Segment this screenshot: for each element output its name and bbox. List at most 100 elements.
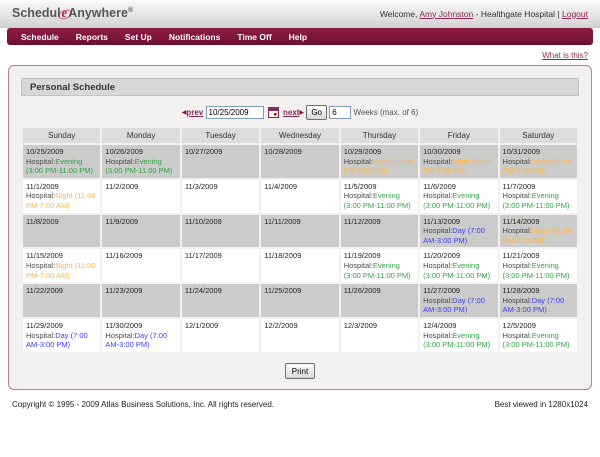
shift-entry: Hospital:Evening (3:00 PM-11:00 PM) [423,330,491,350]
shift-entry: Hospital:Evening (3:00 PM-11:00 PM) [343,260,411,280]
nav-item-help[interactable]: Help [288,31,308,42]
day-cell: 10/27/2009 [181,145,260,178]
main-nav: Schedule Reports Set Up Notifications Time O… [7,28,593,45]
day-cell: 11/5/2009 Hospital:Evening (3:00 PM-11:00… [340,179,419,213]
day-cell: 11/6/2009 Hospital:Evening (3:00 PM-11:00… [420,179,498,213]
print-row: Print [21,361,579,380]
nav-item-time-off[interactable]: Time Off [237,31,272,42]
cell-date: 11/24/2009 [184,286,222,296]
cell-date: 11/2/2009 [105,181,139,191]
cell-date: 12/1/2009 [184,320,219,330]
shift-entry: Hospital:Day (7:00 AM-3:00 PM) [423,226,485,245]
day-cell: 11/13/2009 Hospital:Day (7:00 AM-3:00 PM) [420,214,498,248]
day-cell: 10/26/2009 Hospital:Evening (3:00 PM-11:0… [102,145,180,178]
shift-entry: Hospital:Night (11:00 PM-7:00 AM) [502,156,573,176]
help-row: What is this? [12,51,588,60]
cell-date: 10/29/2009 [343,147,382,156]
shift-entry: Hospital:Evening (3:00 PM-11:00 PM) [423,191,491,210]
day-cell: 11/29/2009 Hospital:Day (7:00 AM-3:00 PM) [23,318,101,352]
day-header-friday: Friday [420,128,498,143]
cell-date: 11/14/2009 [502,216,540,226]
day-cell: 11/16/2009 [102,249,180,283]
day-cell: 11/1/2009 Hospital:Night (11:00 PM-7:00 A… [23,179,101,213]
day-cell: 12/4/2009 Hospital:Evening (3:00 PM-11:00… [420,318,498,352]
logo-part1: Schedul [12,6,61,20]
day-cell: 11/15/2009 Hospital:Night (11:00 PM-7:00 … [23,249,101,283]
day-cell: 11/9/2009 [102,214,180,248]
logout-link[interactable]: Logout [562,8,588,19]
weeks-caption: Weeks (max. of 6) [353,108,419,117]
day-header-monday: Monday [102,128,180,143]
week-row: 11/15/2009 Hospital:Night (11:00 PM-7:00 … [23,249,577,283]
day-cell: 11/4/2009 [261,179,339,213]
day-cell: 11/2/2009 [102,179,180,213]
shift-entry: Hospital:Day (7:00 AM-3:00 PM) [423,295,485,315]
day-cell: 11/26/2009 [340,284,419,317]
calendar-body: 10/25/2009 Hospital:Evening (3:00 PM-11:0… [23,145,577,352]
shift-entry: Hospital:Day (7:00 AM-3:00 PM) [105,330,168,350]
day-cell: 12/2/2009 [261,318,339,352]
calendar-picker-icon[interactable] [267,107,279,118]
cell-date: 11/29/2009 [26,320,63,330]
day-cell: 11/17/2009 [181,249,260,283]
day-header-saturday: Saturday [499,128,577,143]
week-row: 10/25/2009 Hospital:Evening (3:00 PM-11:0… [23,145,577,178]
cell-date: 11/23/2009 [105,286,143,296]
what-is-this-link[interactable]: What is this? [542,51,588,60]
user-profile-link[interactable]: Amy Johnston [419,8,474,19]
registered-mark: ® [127,6,134,14]
cell-date: 11/7/2009 [502,181,536,191]
prev-arrow-icon[interactable]: ◀ [181,110,187,116]
day-cell: 11/14/2009 Hospital:Night (11:00 PM-7:00 … [499,214,577,248]
cell-date: 10/31/2009 [502,147,541,156]
day-cell: 11/21/2009 Hospital:Evening (3:00 PM-11:0… [499,249,577,283]
weeks-input[interactable] [329,106,352,119]
cell-date: 11/9/2009 [105,216,139,226]
next-arrow-icon[interactable]: ▶ [299,110,305,116]
footer: Copyright © 1995 - 2009 Atlas Business S… [12,400,588,409]
cell-date: 11/21/2009 [502,251,540,261]
prev-link[interactable]: prev [186,108,204,117]
cell-date: 11/19/2009 [343,251,381,261]
shift-entry: Hospital:Night (11:00 PM-7:00 AM) [26,191,96,210]
day-cell: 10/29/2009 Hospital:Night (11:00 PM-7:00 … [340,145,419,178]
logo-part2: Anywhere [68,6,128,20]
print-button[interactable]: Print [284,363,316,380]
date-input[interactable] [205,106,264,119]
nav-item-notifications[interactable]: Notifications [168,31,221,42]
day-cell: 11/18/2009 [261,249,339,283]
day-header-thursday: Thursday [340,128,419,143]
cell-date: 11/13/2009 [423,216,461,226]
next-link[interactable]: next [283,108,300,117]
day-cell: 11/22/2009 [23,284,101,317]
nav-item-set-up[interactable]: Set Up [124,31,152,42]
cell-date: 11/15/2009 [26,251,63,261]
cell-date: 12/2/2009 [264,320,298,330]
cell-date: 11/8/2009 [26,216,59,226]
cell-date: 11/6/2009 [423,181,456,191]
day-cell: 12/3/2009 [340,318,419,352]
day-cell: 11/10/2009 [181,214,260,248]
cell-date: 11/26/2009 [343,286,381,296]
shift-entry: Hospital:Night (11:00 PM-7:00 AM) [26,260,96,280]
nav-item-schedule[interactable]: Schedule [21,31,59,42]
cell-date: 11/1/2009 [26,181,59,191]
cell-date: 10/27/2009 [184,147,223,156]
cell-date: 11/18/2009 [264,251,302,261]
go-button[interactable]: Go [306,105,327,120]
app-logo: ScheduleAnywhere® [12,6,133,21]
org-text: - Healthgate Hospital [475,8,556,19]
nav-item-reports[interactable]: Reports [75,31,108,42]
day-cell: 11/20/2009 Hospital:Evening (3:00 PM-11:0… [420,249,498,283]
shift-entry: Hospital:Evening (3:00 PM-11:00 PM) [502,260,570,280]
page: ScheduleAnywhere® Welcome, Amy Johnston … [0,0,600,409]
cell-date: 11/3/2009 [184,181,218,191]
cell-date: 10/30/2009 [423,147,461,156]
top-header: ScheduleAnywhere® Welcome, Amy Johnston … [0,0,600,28]
cell-date: 10/28/2009 [264,147,302,156]
day-cell: 11/12/2009 [340,214,419,248]
cell-date: 12/3/2009 [343,320,378,330]
welcome-bar: Welcome, Amy Johnston - Healthgate Hospi… [380,9,588,19]
day-header-tuesday: Tuesday [181,128,260,143]
cell-date: 11/27/2009 [423,286,461,296]
